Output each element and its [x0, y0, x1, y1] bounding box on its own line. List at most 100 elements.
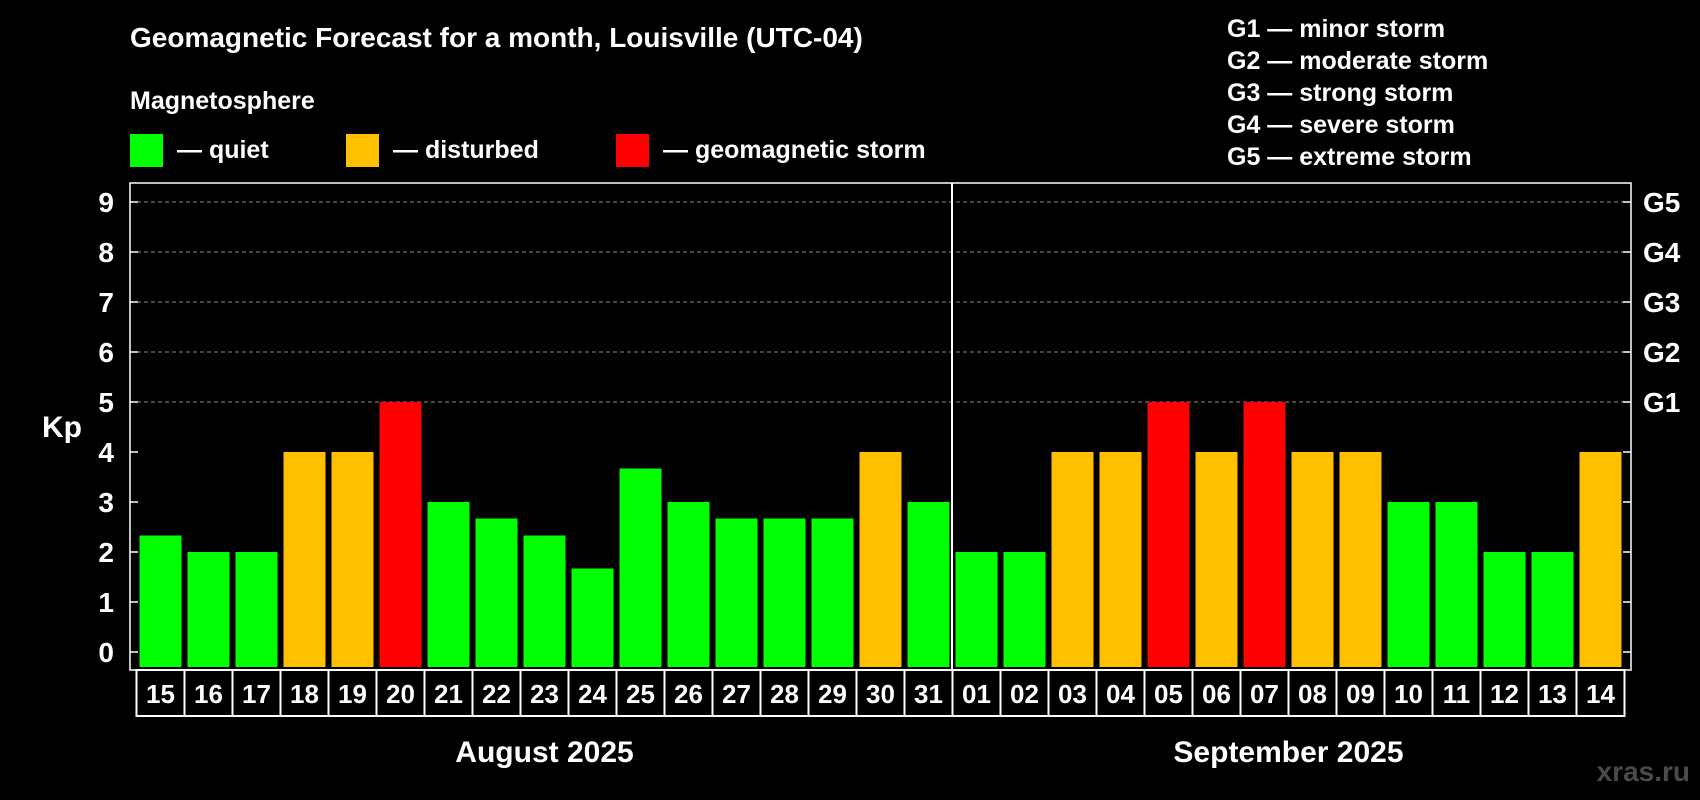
x-tick-label-03: 03 — [1058, 679, 1087, 709]
x-axis-box — [135, 669, 1626, 717]
storm-scale-g2: G2 — moderate storm — [1227, 47, 1488, 75]
y-tick-label: 1 — [98, 587, 114, 618]
bar-25 — [619, 468, 662, 667]
x-tick-label-18: 18 — [290, 679, 319, 709]
x-tick-label-05: 05 — [1154, 679, 1183, 709]
bar-18 — [283, 452, 326, 667]
bars — [139, 402, 1622, 667]
bar-31 — [907, 502, 950, 667]
legend-swatch-quiet — [130, 134, 163, 167]
bar-21 — [427, 502, 470, 667]
bar-15 — [139, 535, 182, 667]
storm-scale-g4: G4 — severe storm — [1227, 111, 1455, 139]
bar-17 — [235, 552, 278, 667]
y-tick-label: 2 — [98, 537, 114, 568]
bar-14 — [1579, 452, 1622, 667]
x-tick-label-06: 06 — [1202, 679, 1231, 709]
right-axis-label-G5: G5 — [1643, 187, 1680, 218]
x-tick-label-21: 21 — [434, 679, 463, 709]
bar-29 — [811, 518, 854, 667]
storm-scale-g3: G3 — strong storm — [1227, 79, 1453, 107]
x-tick-label-04: 04 — [1106, 679, 1135, 709]
bar-08 — [1291, 452, 1334, 667]
y-axis: 0 1 2 3 4 5 6 7 8 9 G1 G2 G3 G4 G5 — [98, 187, 1680, 668]
bar-07 — [1243, 402, 1286, 667]
bar-19 — [331, 452, 374, 667]
x-tick-label-23: 23 — [530, 679, 559, 709]
legend-label-storm: — geomagnetic storm — [663, 136, 926, 164]
x-tick-label-13: 13 — [1538, 679, 1567, 709]
bar-02 — [1003, 552, 1046, 667]
x-tick-label-15: 15 — [146, 679, 175, 709]
legend-label-quiet: — quiet — [177, 136, 269, 164]
right-axis-label-G3: G3 — [1643, 287, 1680, 318]
month-label-september: September 2025 — [1173, 736, 1403, 769]
y-tick-label: 9 — [98, 187, 114, 218]
bar-13 — [1531, 552, 1574, 667]
x-tick-label-25: 25 — [626, 679, 655, 709]
y-tick-label: 4 — [98, 437, 114, 468]
bar-12 — [1483, 552, 1526, 667]
x-tick-label-24: 24 — [578, 679, 607, 709]
bar-16 — [187, 552, 230, 667]
right-axis-label-G4: G4 — [1643, 237, 1681, 268]
bar-24 — [571, 568, 614, 667]
x-tick-label-08: 08 — [1298, 679, 1327, 709]
legend-swatch-disturbed — [346, 134, 379, 167]
x-tick-label-16: 16 — [194, 679, 223, 709]
y-tick-label: 7 — [98, 287, 114, 318]
x-axis: 15 16 17 18 19 20 21 22 23 24 25 26 27 28 29 30 31 01 02 03… — [135, 669, 1626, 717]
bar-01 — [955, 552, 998, 667]
bar-09 — [1339, 452, 1382, 667]
x-tick-label-30: 30 — [866, 679, 895, 709]
x-tick-label-07: 07 — [1250, 679, 1279, 709]
x-tick-label-29: 29 — [818, 679, 847, 709]
y-tick-label: 8 — [98, 237, 114, 268]
chart-title: Geomagnetic Forecast for a month, Louisv… — [130, 22, 863, 53]
bar-10 — [1387, 502, 1430, 667]
y-tick-label: 0 — [98, 637, 114, 668]
month-label-august: August 2025 — [455, 736, 633, 769]
right-axis-label-G2: G2 — [1643, 337, 1680, 368]
bar-11 — [1435, 502, 1478, 667]
bar-06 — [1195, 452, 1238, 667]
y-tick-label: 3 — [98, 487, 114, 518]
y-tick-label: 5 — [98, 387, 114, 418]
storm-scale-g5: G5 — extreme storm — [1227, 143, 1472, 171]
watermark: xras.ru — [1597, 756, 1690, 787]
x-tick-label-14: 14 — [1586, 679, 1615, 709]
x-tick-label-27: 27 — [722, 679, 751, 709]
grid-lines — [130, 183, 1631, 670]
x-tick-label-17: 17 — [242, 679, 271, 709]
x-tick-label-26: 26 — [674, 679, 703, 709]
bar-28 — [763, 518, 806, 667]
right-axis-label-G1: G1 — [1643, 387, 1680, 418]
bar-22 — [475, 518, 518, 667]
x-tick-label-09: 09 — [1346, 679, 1375, 709]
x-tick-label-12: 12 — [1490, 679, 1519, 709]
bar-04 — [1099, 452, 1142, 667]
bar-05 — [1147, 402, 1190, 667]
x-tick-label-28: 28 — [770, 679, 799, 709]
bar-26 — [667, 502, 710, 667]
x-tick-label-10: 10 — [1394, 679, 1423, 709]
x-tick-label-31: 31 — [914, 679, 943, 709]
legend-heading: Magnetosphere — [130, 87, 315, 115]
y-tick-label: 6 — [98, 337, 114, 368]
legend-swatch-storm — [616, 134, 649, 167]
bar-20 — [379, 402, 422, 667]
y-axis-label: Kp — [42, 411, 82, 444]
bar-27 — [715, 518, 758, 667]
bar-03 — [1051, 452, 1094, 667]
x-tick-label-01: 01 — [962, 679, 991, 709]
bar-23 — [523, 535, 566, 667]
x-tick-label-02: 02 — [1010, 679, 1039, 709]
x-tick-label-19: 19 — [338, 679, 367, 709]
legend-label-disturbed: — disturbed — [393, 136, 539, 164]
x-tick-label-11: 11 — [1443, 679, 1471, 709]
x-tick-label-22: 22 — [482, 679, 511, 709]
bar-30 — [859, 452, 902, 667]
x-tick-label-20: 20 — [386, 679, 415, 709]
storm-scale-g1: G1 — minor storm — [1227, 15, 1445, 43]
